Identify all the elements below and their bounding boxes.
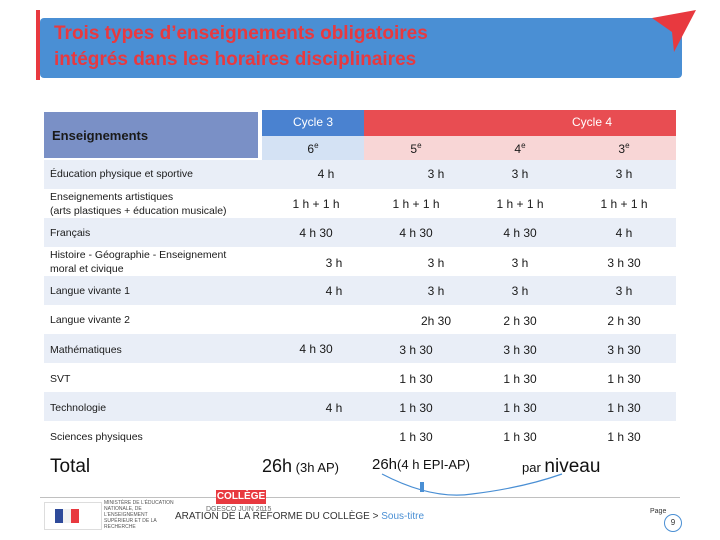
table-row: Éducation physique et sportive 4 h 3 h 3… [44, 160, 676, 189]
college-badge: COLLÈGE [216, 490, 266, 504]
hours-4: 1 h 30 [503, 372, 537, 386]
brace-curve-decoration [381, 473, 563, 496]
subject-label: Sciences physiques [50, 431, 143, 443]
page-label: Page [650, 508, 667, 515]
footer-date: DGESCO JUIN 2015 [206, 506, 272, 513]
hours-4: 2 h 30 [503, 314, 537, 328]
subject-label: Histoire - Géographie - Enseignement [50, 249, 227, 261]
hours-5: 3 h [427, 167, 445, 181]
table-row: Sciences physiques 1 h 30 1 h 30 1 h 30 [44, 421, 676, 450]
hours-5: 3 h [427, 256, 445, 270]
hours-4: 1 h 30 [503, 401, 537, 415]
hours-3: 3 h [615, 167, 633, 181]
hours-3: 1 h + 1 h [600, 197, 648, 211]
subject-label: Technologie [50, 402, 107, 414]
hours-5: 1 h 30 [399, 430, 433, 444]
title-banner: Trois types d’enseignements obligatoires… [40, 18, 682, 78]
hours-3: 3 h [615, 284, 633, 298]
grade-5-header: 5e [364, 136, 468, 162]
hours-4: 1 h 30 [503, 430, 537, 444]
hours-5: 1 h 30 [399, 401, 433, 415]
hours-3: 3 h 30 [607, 256, 641, 270]
hours-5: 4 h 30 [399, 226, 433, 240]
total-cycle3: 26h (3h AP) [262, 456, 340, 476]
subject-label: SVT [50, 373, 71, 385]
hours-6: 4 h 30 [299, 342, 333, 356]
hours-3: 3 h 30 [607, 343, 641, 357]
hours-4: 3 h [511, 284, 529, 298]
footer-text: ARATION DE LA RÉFORME DU COLLÈGE > Sous-… [175, 511, 425, 522]
enseignements-header: Enseignements [44, 112, 258, 158]
grade-3-header: 3e [572, 136, 676, 162]
hours-6: 4 h [317, 167, 335, 181]
table-row: Langue vivante 1 4 h 3 h 3 h 3 h [44, 276, 676, 305]
hours-4: 3 h [511, 256, 529, 270]
subject-label: Éducation physique et sportive [50, 168, 194, 180]
hours-3: 1 h 30 [607, 430, 641, 444]
subject-label-detail: (arts plastiques + éducation musicale) [50, 205, 227, 217]
hours-4: 3 h 30 [503, 343, 537, 357]
hours-5: 3 h 30 [399, 343, 433, 357]
table-row: Enseignements artistiques (arts plastiqu… [44, 189, 676, 218]
subject-label: Mathématiques [50, 344, 122, 356]
cycle4-header: Cycle 4 [364, 110, 676, 136]
hours-3: 2 h 30 [607, 314, 641, 328]
cycle3-header: Cycle 3 [262, 110, 364, 136]
hours-5: 2h 30 [420, 314, 452, 328]
subject-label: Enseignements artistiques [50, 191, 174, 203]
hours-4: 1 h + 1 h [496, 197, 544, 211]
hours-3: 4 h [615, 226, 633, 240]
hours-3: 1 h 30 [607, 372, 641, 386]
title-line-2: intégrés dans les horaires disciplinaire… [54, 49, 417, 70]
hours-6: 4 h [325, 401, 343, 415]
hours-4: 4 h 30 [503, 226, 537, 240]
title-line-1: Trois types d’enseignements obligatoires [54, 23, 428, 44]
hours-3: 1 h 30 [607, 401, 641, 415]
hours-4: 3 h [511, 167, 529, 181]
table-row: Histoire - Géographie - Enseignement mor… [44, 247, 676, 276]
table-row: Mathématiques 4 h 30 3 h 30 3 h 30 3 h 3… [44, 334, 676, 363]
grade-6-header: 6e [262, 136, 364, 162]
table-row: Français 4 h 30 4 h 30 4 h 30 4 h [44, 218, 676, 247]
hours-5: 1 h + 1 h [392, 197, 440, 211]
ministere-text: MINISTÈRE DE L’ÉDUCATION NATIONALE, DE L… [104, 500, 174, 530]
title-accent-bar [36, 10, 40, 80]
table-row: Technologie 4 h 1 h 30 1 h 30 1 h 30 [44, 392, 676, 421]
hours-5: 1 h 30 [399, 372, 433, 386]
subject-label-detail: moral et civique [50, 263, 124, 275]
total-label: Total [50, 456, 91, 477]
table-row: SVT 1 h 30 1 h 30 1 h 30 [44, 363, 676, 392]
hours-5: 3 h [427, 284, 445, 298]
republic-logo-icon [44, 502, 102, 530]
total-par-niveau: par niveau [522, 456, 601, 477]
page-number: 9 [664, 514, 682, 532]
hours-6: 4 h 30 [299, 226, 333, 240]
subject-label: Français [50, 227, 91, 239]
table-row: Langue vivante 2 2h 30 2 h 30 2 h 30 [44, 305, 676, 334]
subject-label: Langue vivante 1 [50, 285, 130, 297]
total-cycle4: 26h(4 h EPI-AP) [372, 456, 470, 473]
grade-4-header: 4e [468, 136, 572, 162]
hours-6: 4 h [325, 284, 343, 298]
footer-divider [40, 497, 680, 498]
subject-label: Langue vivante 2 [50, 314, 130, 326]
red-arrow-icon [652, 10, 696, 52]
hours-6: 3 h [325, 256, 343, 270]
hours-6: 1 h + 1 h [292, 197, 340, 211]
